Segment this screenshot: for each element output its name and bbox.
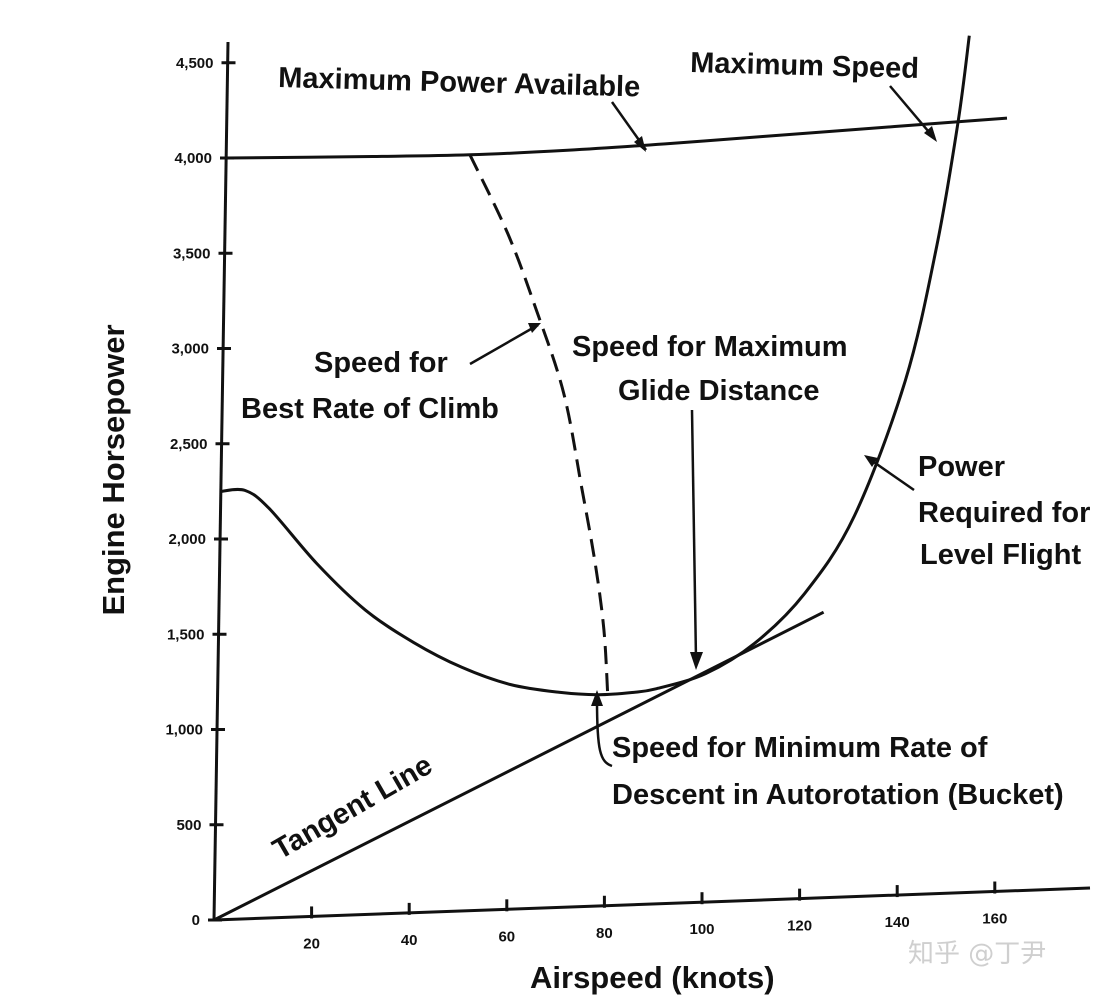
y-axis — [212, 41, 230, 921]
power-required-label-line2: Required for — [918, 497, 1090, 529]
best-climb-arrowhead — [528, 323, 541, 333]
power-required-label-line1: Power — [918, 451, 1005, 483]
max-speed-arrow — [889, 85, 935, 139]
max-speed-label: Maximum Speed — [690, 47, 920, 85]
max-power-arrowhead — [634, 136, 646, 152]
x-tick-label: 60 — [498, 928, 515, 945]
x-tick-label: 20 — [303, 935, 320, 952]
max-speed-arrowhead — [924, 126, 937, 142]
y-axis-label: Engine Horsepower — [96, 324, 131, 615]
best-climb-arrow — [469, 323, 539, 366]
bucket-arrow — [595, 699, 613, 768]
max-power-label: Maximum Power Available — [278, 62, 641, 103]
x-tick-label: 140 — [885, 914, 910, 931]
power-required-arrow — [867, 456, 915, 492]
x-tick-label: 80 — [596, 925, 613, 942]
y-tick-label: 4,500 — [176, 55, 214, 72]
best-climb-label-line1: Speed for — [314, 347, 448, 379]
y-tick-label: 3,500 — [173, 245, 211, 262]
y-tick-label: 0 — [192, 912, 200, 929]
bucket-label-line1: Speed for Minimum Rate of — [612, 732, 988, 764]
best-climb-label-line2: Best Rate of Climb — [241, 393, 499, 425]
power-required-for-level-flight-line — [220, 35, 971, 697]
y-tick-label: 2,500 — [170, 436, 208, 453]
bucket-label-line2: Descent in Autorotation (Bucket) — [612, 779, 1064, 811]
watermark: 知乎 @丁尹 — [908, 939, 1046, 969]
y-tick-label: 4,000 — [174, 150, 212, 167]
max-glide-arrowhead — [690, 652, 703, 670]
x-tick-label: 160 — [982, 911, 1007, 928]
power-required-label-line3: Level Flight — [920, 539, 1081, 571]
maximum-power-available-line — [225, 116, 1008, 160]
y-tick-label: 500 — [176, 817, 201, 834]
x-tick-label: 40 — [401, 932, 418, 949]
x-axis — [213, 886, 1091, 922]
max-glide-label-line1: Speed for Maximum — [572, 331, 848, 363]
y-tick-label: 3,000 — [171, 341, 209, 358]
y-tick-label: 2,000 — [168, 531, 206, 548]
max-glide-label-line2: Glide Distance — [618, 375, 819, 407]
x-axis-label: Airspeed (knots) — [530, 960, 775, 995]
x-tick-label: 100 — [689, 921, 714, 938]
speed-for-best-rate-of-climb-line — [468, 154, 610, 695]
bucket-arrowhead — [591, 690, 603, 706]
y-tick-label: 1,500 — [167, 626, 205, 643]
y-tick-label: 1,000 — [165, 722, 203, 739]
tangent-line-line — [213, 610, 825, 922]
max-glide-arrow — [690, 409, 698, 661]
power-required-arrowhead — [864, 455, 878, 467]
x-tick-label: 120 — [787, 918, 812, 935]
